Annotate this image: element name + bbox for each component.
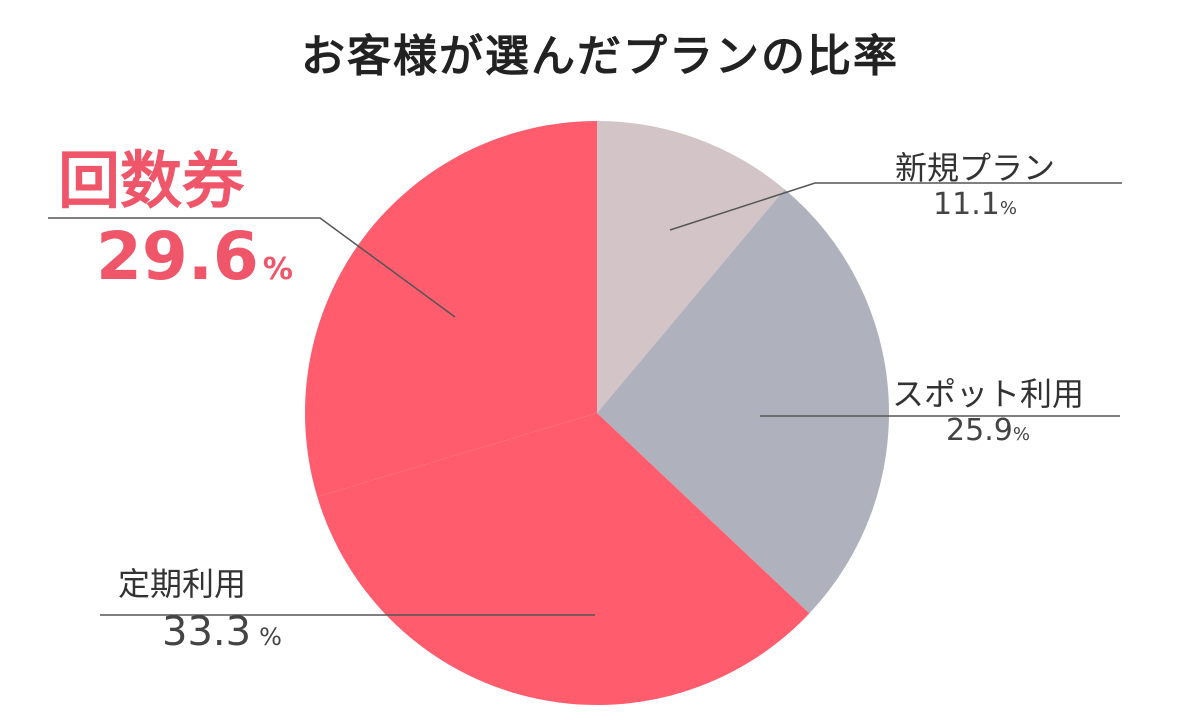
slice-label-unit: % — [262, 252, 293, 287]
slice-label-value: 11.1 — [933, 187, 1000, 222]
slice-label-unit: % — [999, 198, 1017, 219]
slice-label-unit: % — [1012, 424, 1030, 445]
chart-title: お客様が選んだプランの比率 — [301, 31, 899, 82]
slice-label-value: 25.9 — [946, 413, 1013, 448]
slice-label-value: 33.3 — [162, 609, 252, 655]
slice-label-shinki: 新規プラン 11.1% — [895, 152, 1055, 220]
pie-slice-0 — [597, 121, 785, 413]
slice-label-kaisuuken: 回数券 29.6% — [58, 150, 293, 290]
leader-line-0 — [669, 182, 1122, 231]
pie-slice-3 — [305, 121, 597, 497]
pie-slice-2 — [317, 413, 810, 705]
slice-label-name: 新規プラン — [895, 149, 1056, 187]
slice-label-name: スポット利用 — [892, 375, 1085, 413]
slice-label-unit: % — [259, 623, 282, 651]
slice-label-spot: スポット利用 25.9% — [892, 378, 1084, 446]
pie-slice-1 — [597, 189, 889, 614]
slice-label-name: 回数券 — [58, 144, 245, 217]
slice-label-value: 29.6 — [96, 218, 259, 295]
leader-line-3 — [48, 217, 456, 318]
slice-label-teiki: 定期利用 33.3% — [118, 568, 282, 652]
slice-label-name: 定期利用 — [118, 565, 247, 603]
